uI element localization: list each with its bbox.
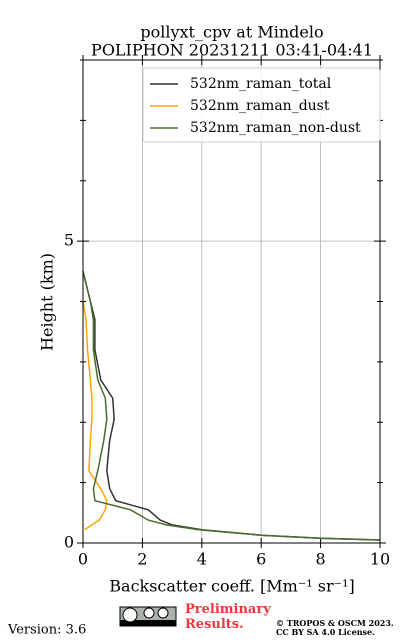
- legend-label: 532nm_raman_dust: [190, 98, 330, 114]
- version: Version: 3.6: [7, 623, 86, 638]
- x-tick-label: 0: [78, 550, 88, 569]
- legend-label: 532nm_raman_total: [190, 76, 332, 92]
- copyright: © TROPOS & OSCM 2023.: [276, 618, 394, 628]
- y-tick-label: 5: [64, 231, 74, 250]
- chart-subtitle: POLIPHON 20231211 03:41-04:41: [91, 41, 373, 60]
- profile-line: [82, 301, 108, 531]
- x-tick-label: 2: [137, 550, 147, 569]
- x-tick-label: 4: [197, 550, 207, 569]
- x-axis-label: Backscatter coeff. [Mm⁻¹ sr⁻¹]: [109, 577, 354, 596]
- plot-frame: [82, 59, 381, 544]
- cc-logo: [119, 606, 177, 627]
- profile-line: [82, 271, 381, 541]
- y-axis-label: Height (km): [38, 253, 57, 351]
- preliminary-note: Preliminary Results.: [185, 602, 271, 632]
- x-tick-label: 6: [256, 550, 266, 569]
- y-tick-label: 0: [64, 533, 74, 552]
- profile-line: [82, 271, 381, 541]
- legend-label: 532nm_raman_non-dust: [190, 120, 361, 136]
- x-tick-label: 10: [370, 550, 390, 569]
- license: CC BY SA 4.0 License.: [276, 627, 375, 637]
- x-tick-label: 8: [316, 550, 326, 569]
- chart-title: pollyxt_cpv at Mindelo: [140, 23, 323, 42]
- legend-box: [142, 67, 381, 143]
